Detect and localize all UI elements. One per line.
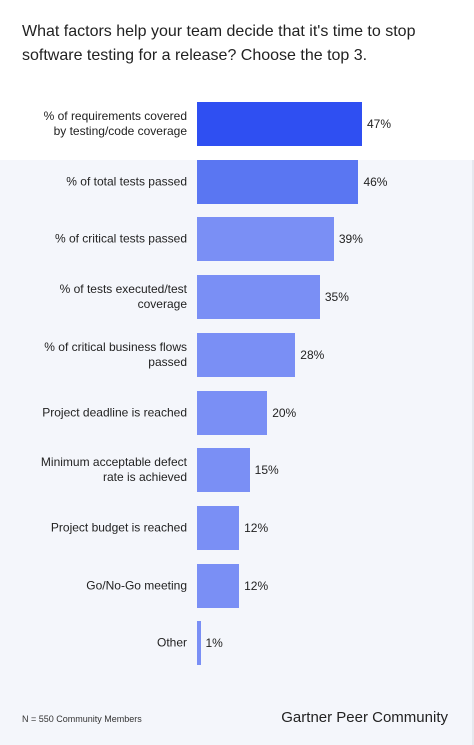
category-label: Go/No-Go meeting [86, 578, 187, 593]
category-label: % of critical business flows passed [44, 339, 187, 369]
note: N = 550 Community Members [22, 714, 142, 724]
value-label: 39% [338, 232, 363, 247]
value-label: 28% [300, 347, 325, 362]
value-label: 12% [244, 578, 269, 593]
value-label: 12% [244, 520, 269, 535]
value-label: 46% [363, 174, 388, 189]
value-label: 1% [205, 636, 223, 651]
bar [197, 621, 201, 666]
category-label: % of critical tests passed [54, 231, 187, 246]
category-label: Project budget is reached [50, 520, 187, 535]
category-label: Minimum acceptable defect rate is achiev… [40, 455, 187, 485]
chart-title: What factors help your team decide that … [22, 23, 416, 64]
category-label: % of requirements covered by testing/cod… [43, 109, 187, 138]
category-label: Other [156, 635, 187, 650]
bar [197, 505, 240, 550]
bar [197, 102, 362, 146]
bar [197, 159, 359, 204]
value-label: 35% [324, 290, 349, 305]
bar [197, 275, 320, 320]
bar [197, 390, 268, 435]
category-label: % of total tests passed [66, 174, 187, 189]
value-label: 15% [254, 463, 279, 478]
bar [197, 217, 334, 262]
source: Gartner Peer Community [281, 709, 448, 726]
bar [197, 563, 240, 608]
category-label: Project deadline is reached [42, 405, 187, 419]
value-label: 20% [272, 405, 297, 420]
bar [197, 332, 296, 377]
category-label: % of tests executed/test coverage [59, 282, 187, 312]
value-label: 47% [366, 117, 391, 131]
bar [197, 448, 250, 493]
